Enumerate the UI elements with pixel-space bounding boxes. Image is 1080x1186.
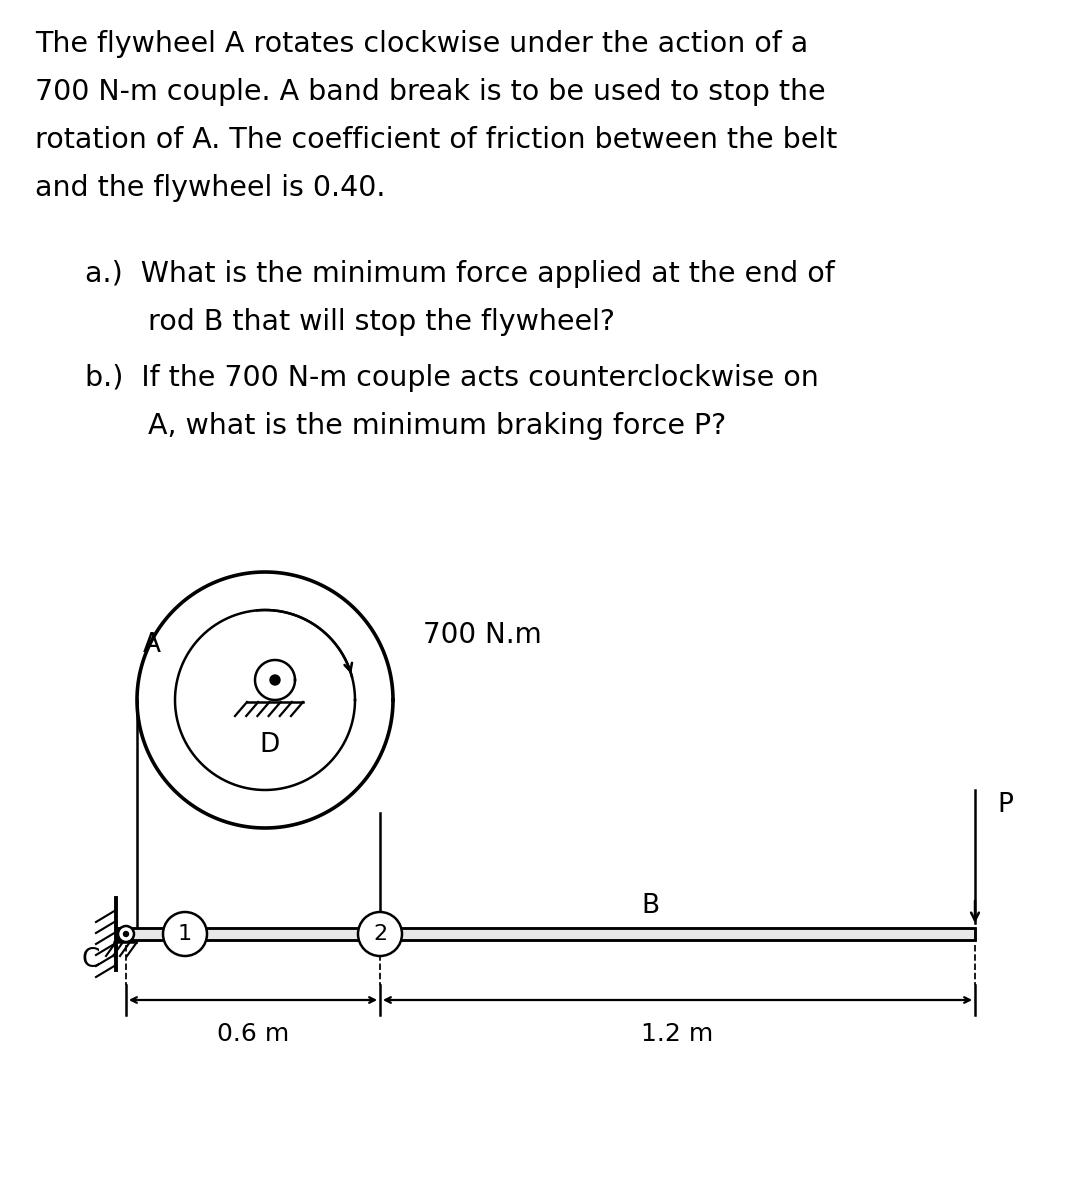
Text: a.)  What is the minimum force applied at the end of: a.) What is the minimum force applied at… xyxy=(85,260,835,288)
Text: 700 N-m couple. A band break is to be used to stop the: 700 N-m couple. A band break is to be us… xyxy=(35,78,825,106)
Circle shape xyxy=(270,675,280,686)
Text: 0.6 m: 0.6 m xyxy=(217,1022,289,1046)
Text: D: D xyxy=(260,732,280,758)
Text: 1: 1 xyxy=(178,924,192,944)
Text: rotation of A. The coefficient of friction between the belt: rotation of A. The coefficient of fricti… xyxy=(35,126,837,154)
Text: b.)  If the 700 N-m couple acts counterclockwise on: b.) If the 700 N-m couple acts countercl… xyxy=(85,364,819,393)
Circle shape xyxy=(163,912,207,956)
Text: A: A xyxy=(143,632,161,658)
Text: A, what is the minimum braking force P?: A, what is the minimum braking force P? xyxy=(85,412,726,440)
Bar xyxy=(118,927,975,940)
Text: 1.2 m: 1.2 m xyxy=(642,1022,714,1046)
Circle shape xyxy=(118,926,134,942)
Text: and the flywheel is 0.40.: and the flywheel is 0.40. xyxy=(35,174,386,202)
Text: 700 N.m: 700 N.m xyxy=(423,621,542,649)
Circle shape xyxy=(357,912,402,956)
Text: C: C xyxy=(82,946,100,973)
Text: B: B xyxy=(640,893,659,919)
Text: P: P xyxy=(997,792,1013,818)
Text: rod B that will stop the flywheel?: rod B that will stop the flywheel? xyxy=(85,308,615,336)
Bar xyxy=(118,927,975,940)
Text: 2: 2 xyxy=(373,924,387,944)
Circle shape xyxy=(123,931,129,937)
Text: The flywheel A rotates clockwise under the action of a: The flywheel A rotates clockwise under t… xyxy=(35,30,808,58)
